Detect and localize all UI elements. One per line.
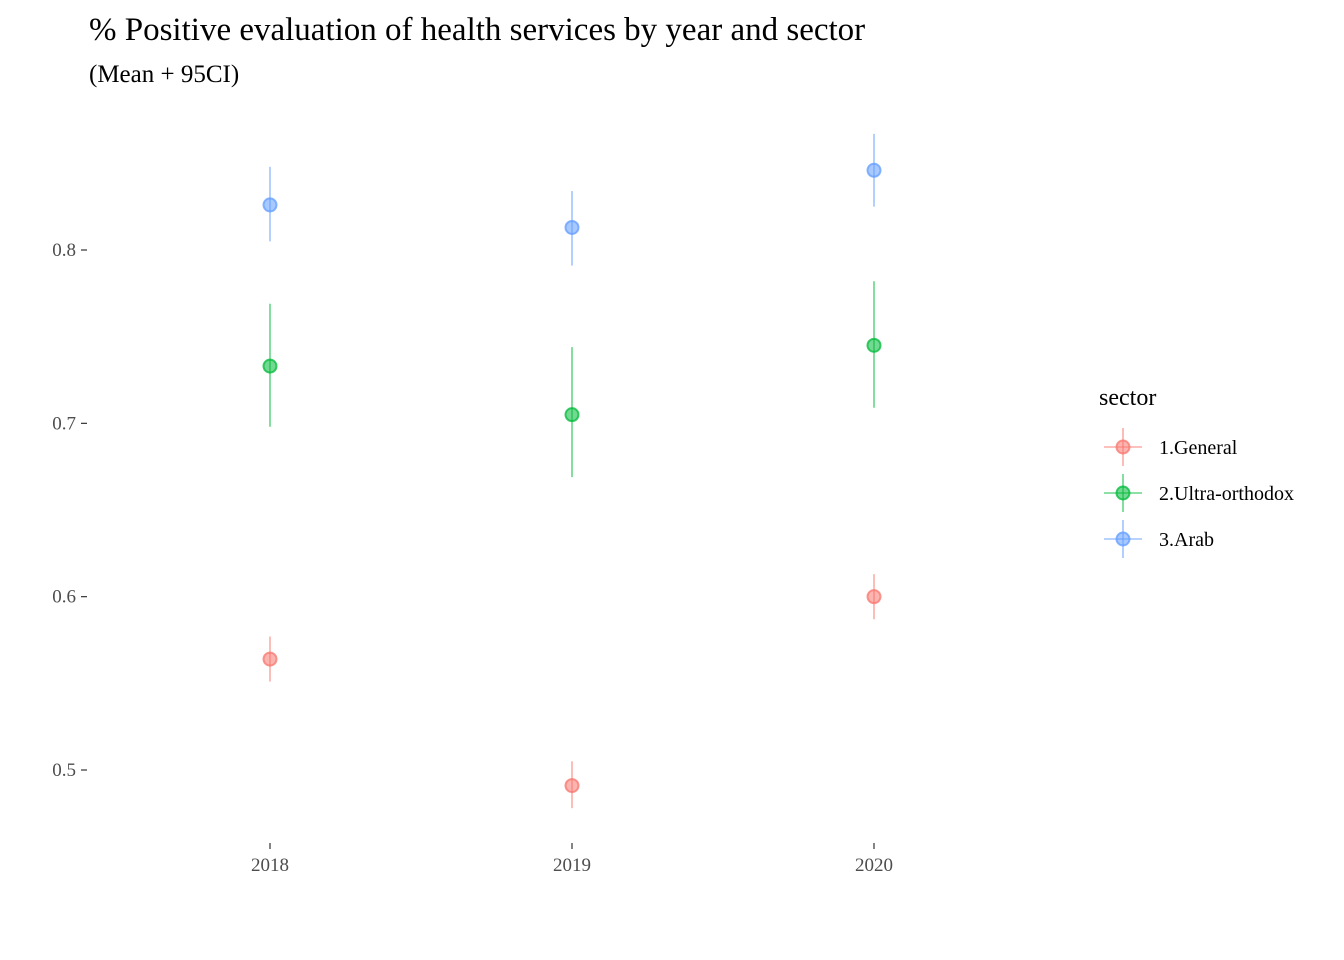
chart-subtitle: (Mean + 95CI) [89, 61, 239, 88]
data-point [866, 162, 882, 178]
data-point [564, 778, 580, 794]
legend-key-point [1115, 439, 1131, 455]
y-tick-label: 0.5 [52, 760, 76, 781]
legend-title: sector [1099, 385, 1156, 411]
data-point [564, 407, 580, 423]
legend-label: 3.Arab [1159, 529, 1214, 551]
legend-item: 1.General [1104, 428, 1238, 466]
y-tick-label: 0.7 [52, 413, 76, 434]
plot-marks [262, 133, 882, 809]
legend-item: 2.Ultra-orthodox [1104, 474, 1294, 512]
legend: sector 1.General 2.Ultra-orthodox 3.Arab [1099, 385, 1294, 558]
series-2 [262, 281, 882, 478]
chart-title: % Positive evaluation of health services… [89, 12, 865, 48]
data-point [866, 337, 882, 353]
data-point [262, 358, 278, 374]
legend-key-point [1115, 531, 1131, 547]
series-3 [262, 133, 882, 266]
x-axis: 2018 2019 2020 [251, 843, 893, 876]
x-tick-label: 2019 [553, 855, 591, 876]
legend-item: 3.Arab [1104, 520, 1214, 558]
data-point [262, 197, 278, 213]
data-point [564, 219, 580, 235]
series-1 [262, 574, 882, 809]
data-point [262, 651, 278, 667]
x-tick-label: 2020 [855, 855, 893, 876]
y-tick-label: 0.8 [52, 240, 76, 261]
y-tick-label: 0.6 [52, 587, 76, 608]
y-axis: 0.5 0.6 0.7 0.8 [52, 240, 87, 781]
legend-label: 1.General [1159, 437, 1238, 459]
legend-label: 2.Ultra-orthodox [1159, 483, 1294, 505]
data-point [866, 589, 882, 605]
x-tick-label: 2018 [251, 855, 289, 876]
legend-key-point [1115, 485, 1131, 501]
